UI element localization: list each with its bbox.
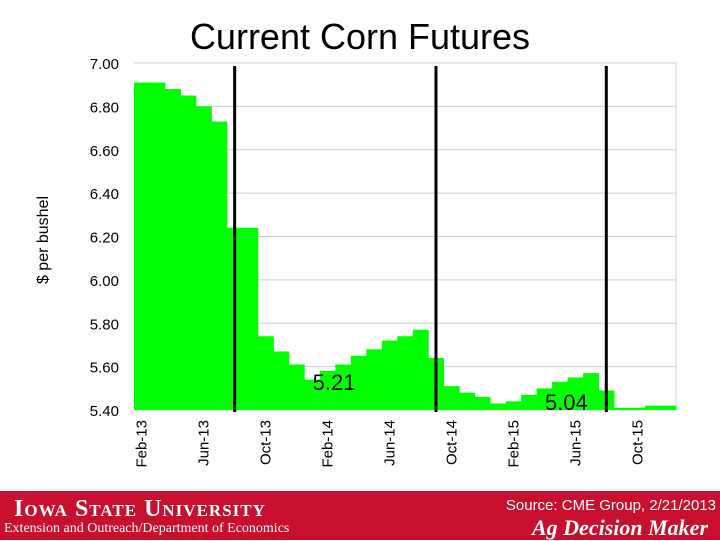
y-tick-labels: 7.00 6.80 6.60 6.40 6.20 6.00 5.80 5.60 5.40 [90,56,119,420]
bar [149,82,166,411]
x-tick-label: Feb-15 [505,420,522,468]
ag-decision-maker-brand: Ag Decision Maker [532,515,708,540]
price-annotation: 5.04 [545,390,588,415]
x-tick-label: Feb-13 [134,420,151,468]
bars [134,82,677,411]
bar [195,106,212,410]
y-tick-label: 5.60 [90,360,119,377]
bar [304,379,321,410]
bar [629,407,646,410]
bar [505,401,522,410]
y-tick-label: 5.80 [90,316,119,333]
source-text: Source: CME Group, 2/21/2013 [505,497,716,514]
bar [350,355,367,410]
x-tick-label: Feb-14 [320,420,337,468]
university-logo: Iowa State University [14,496,266,522]
bar [459,392,476,410]
vertical-markers [233,66,608,412]
bar [490,403,507,410]
bar [180,95,197,410]
bar [319,370,336,410]
y-tick-label: 6.80 [90,99,119,116]
x-tick-labels: Feb-13 Jun-13 Oct-13 Feb-14 Jun-14 Oct-14 Feb-… [134,420,647,468]
annotations: 5.21 5.04 [313,370,588,415]
x-tick-label: Oct-15 [629,420,646,465]
bar [273,351,290,410]
bar [381,340,398,410]
bar [134,82,150,411]
x-tick-label: Oct-13 [258,420,275,465]
y-tick-label: 6.20 [90,230,119,247]
bar [211,121,228,411]
bar [412,329,429,410]
y-tick-label: 6.40 [90,186,119,203]
bar [242,227,259,410]
bar [645,405,661,410]
x-tick-label: Oct-14 [443,420,460,465]
bar [660,405,677,410]
y-tick-label: 5.40 [90,403,119,420]
y-tick-label: 7.00 [90,56,119,73]
bar [335,364,352,410]
bar [164,89,181,411]
bar [521,394,538,410]
bar [397,336,414,410]
corn-futures-chart: 7.00 6.80 6.60 6.40 6.20 6.00 5.80 5.60 5.40 Feb… [35,56,677,468]
bar [474,396,491,410]
x-tick-label: Jun-14 [382,420,399,466]
bar [614,407,630,410]
bar [583,373,599,410]
x-tick-label: Jun-15 [567,420,584,466]
bar [552,381,568,410]
department-text: Extension and Outreach/Department of Eco… [4,521,290,536]
footer-bar [0,491,720,540]
x-tick-label: Jun-13 [196,420,213,466]
bar [536,388,553,410]
bar [366,349,383,410]
bar [567,377,584,410]
y-tick-label: 6.60 [90,143,119,160]
bar [443,386,460,410]
bar [288,364,305,410]
bar [257,336,274,410]
y-axis-label: $ per bushel [35,196,52,284]
price-annotation: 5.21 [313,370,356,395]
chart-title: Current Corn Futures [189,16,531,57]
y-tick-label: 6.00 [90,273,119,290]
